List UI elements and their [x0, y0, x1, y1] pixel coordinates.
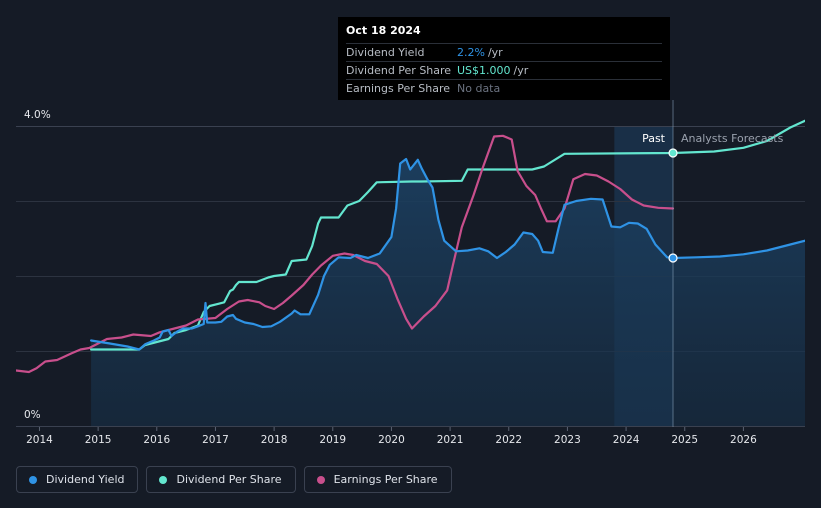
x-tick-label: 2023	[554, 434, 581, 446]
dividend-yield-area	[91, 159, 805, 426]
x-tick-label: 2025	[671, 434, 698, 446]
dividend-yield-marker	[668, 253, 678, 263]
tooltip-date: Oct 18 2024	[346, 24, 421, 37]
tooltip-row-dividend-yield: Dividend Yield 2.2% /yr	[346, 43, 662, 61]
tooltip-label: Dividend Per Share	[346, 64, 452, 77]
x-tick-label: 2014	[26, 434, 53, 446]
x-tick-label: 2019	[319, 434, 346, 446]
y-axis-bottom-label: 0%	[24, 409, 41, 421]
x-tick-label: 2022	[495, 434, 522, 446]
tooltip-label: Earnings Per Share	[346, 82, 451, 95]
y-axis-top-label: 4.0%	[24, 109, 51, 121]
earnings-per-share-line	[16, 134, 675, 374]
legend-label: Dividend Per Share	[176, 473, 282, 486]
tooltip-label: Dividend Yield	[346, 46, 425, 59]
forecast-label: Analysts Forecasts	[681, 132, 784, 145]
legend: Dividend Yield Dividend Per Share Earnin…	[16, 466, 452, 493]
x-tick-label: 2018	[261, 434, 288, 446]
past-label: Past	[642, 132, 666, 145]
dividend-per-share-marker	[668, 148, 678, 158]
legend-dot-icon	[316, 475, 325, 484]
legend-dot-icon	[159, 475, 168, 484]
legend-dot-icon	[29, 475, 37, 484]
legend-label: Dividend Yield	[46, 473, 125, 486]
tooltip-unit: /yr	[487, 46, 503, 59]
legend-label: Earnings Per Share	[333, 473, 438, 486]
x-tick-label: 2021	[437, 434, 464, 446]
x-tick-label: 2015	[85, 434, 112, 446]
x-tick-label: 2026	[730, 434, 757, 446]
dividend-yield-line	[90, 157, 805, 351]
tooltip-value: US$1.000	[457, 64, 511, 77]
tooltip-row-earnings-per-share: Earnings Per Share No data	[346, 79, 662, 97]
x-tick-label: 2016	[143, 434, 170, 446]
legend-item-dividend-yield[interactable]: Dividend Yield	[16, 466, 139, 493]
legend-item-earnings-per-share[interactable]: Earnings Per Share	[303, 466, 452, 493]
legend-item-dividend-per-share[interactable]: Dividend Per Share	[146, 466, 296, 493]
tooltip-row-dividend-per-share: Dividend Per Share US$1.000 /yr	[346, 61, 662, 79]
x-tick-label: 2024	[613, 434, 640, 446]
tooltip-value: No data	[457, 82, 501, 95]
tooltip-value: 2.2%	[457, 46, 485, 59]
tooltip-unit: /yr	[513, 64, 529, 77]
x-tick-label: 2017	[202, 434, 229, 446]
x-tick-label: 2020	[378, 434, 405, 446]
tooltip: Oct 18 2024 Dividend Yield 2.2% /yr Divi…	[338, 17, 670, 100]
